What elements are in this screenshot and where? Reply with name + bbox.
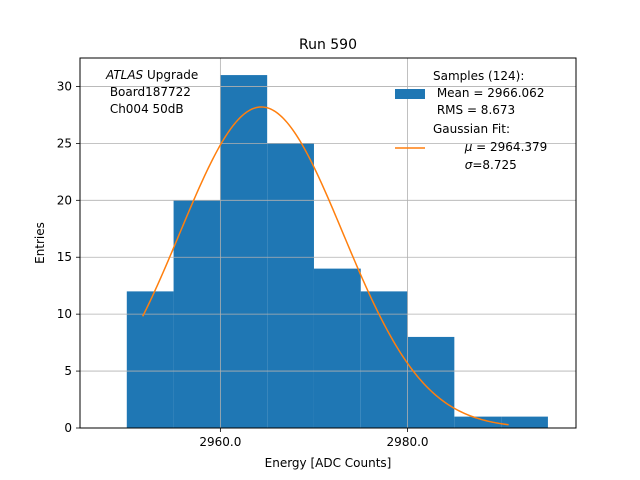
atlas-label: ATLAS: [105, 68, 144, 82]
histogram-bar-4: [313, 268, 361, 428]
legend-samples-mean: Mean = 2966.062: [433, 86, 544, 100]
svg-text:ATLAS Upgrade: ATLAS Upgrade: [105, 68, 198, 82]
board-label: Board187722: [106, 85, 191, 99]
histogram-bar-8: [501, 416, 548, 428]
chart-title: Run 590: [299, 37, 357, 53]
y-tick-label-0: 0: [64, 421, 72, 435]
x-tick-label-0: 2960.0: [199, 435, 241, 449]
legend-bar-swatch: [395, 89, 425, 99]
legend-fit-mu-value: = 2964.379: [472, 140, 547, 154]
atlas-annotation: ATLAS Upgrade Board187722 Ch004 50dB: [105, 68, 198, 116]
x-axis-label: Energy [ADC Counts]: [265, 456, 392, 470]
y-tick-label-4: 20: [57, 193, 72, 207]
legend-fit-mu-symbol: μ: [464, 140, 473, 154]
y-axis-label: Entries: [33, 222, 47, 264]
y-tick-label-1: 5: [64, 364, 72, 378]
plot-frame: [79, 57, 577, 429]
histogram-bar-0: [126, 291, 174, 428]
histogram-bar-3: [267, 143, 314, 428]
legend: Samples (124): Mean = 2966.062 RMS = 8.6…: [395, 69, 566, 172]
x-tick-label-1: 2980.0: [387, 435, 429, 449]
legend-fit-title: Gaussian Fit:: [433, 122, 510, 136]
legend-samples-rms: RMS = 8.673: [433, 103, 515, 117]
histogram-bar-7: [454, 416, 502, 428]
legend-fit-sigma-symbol: σ: [465, 158, 473, 172]
svg-text:σ=8.725: σ=8.725: [433, 158, 536, 172]
legend-samples-title: Samples (124):: [433, 69, 524, 83]
y-tick-label-6: 30: [57, 79, 72, 93]
histogram-bar-5: [360, 291, 408, 428]
x-axis-ticks: 2960.0 2980.0: [199, 428, 429, 449]
upgrade-label: Upgrade: [143, 68, 198, 82]
legend-fit-sigma-value: =8.725: [472, 158, 516, 172]
channel-label: Ch004 50dB: [106, 102, 184, 116]
gaussian-fit: [142, 106, 509, 426]
y-axis-ticks: 0 5 10 15 20 25 30: [57, 79, 80, 435]
svg-text:μ = 2964.379: μ = 2964.379: [433, 140, 566, 154]
histogram-bar-6: [407, 336, 455, 428]
y-tick-label-2: 10: [57, 307, 72, 321]
y-tick-label-3: 15: [57, 250, 72, 264]
histogram-bar-2: [220, 75, 268, 429]
y-tick-label-5: 25: [57, 136, 72, 150]
gaussian-fit-line: [142, 106, 509, 426]
